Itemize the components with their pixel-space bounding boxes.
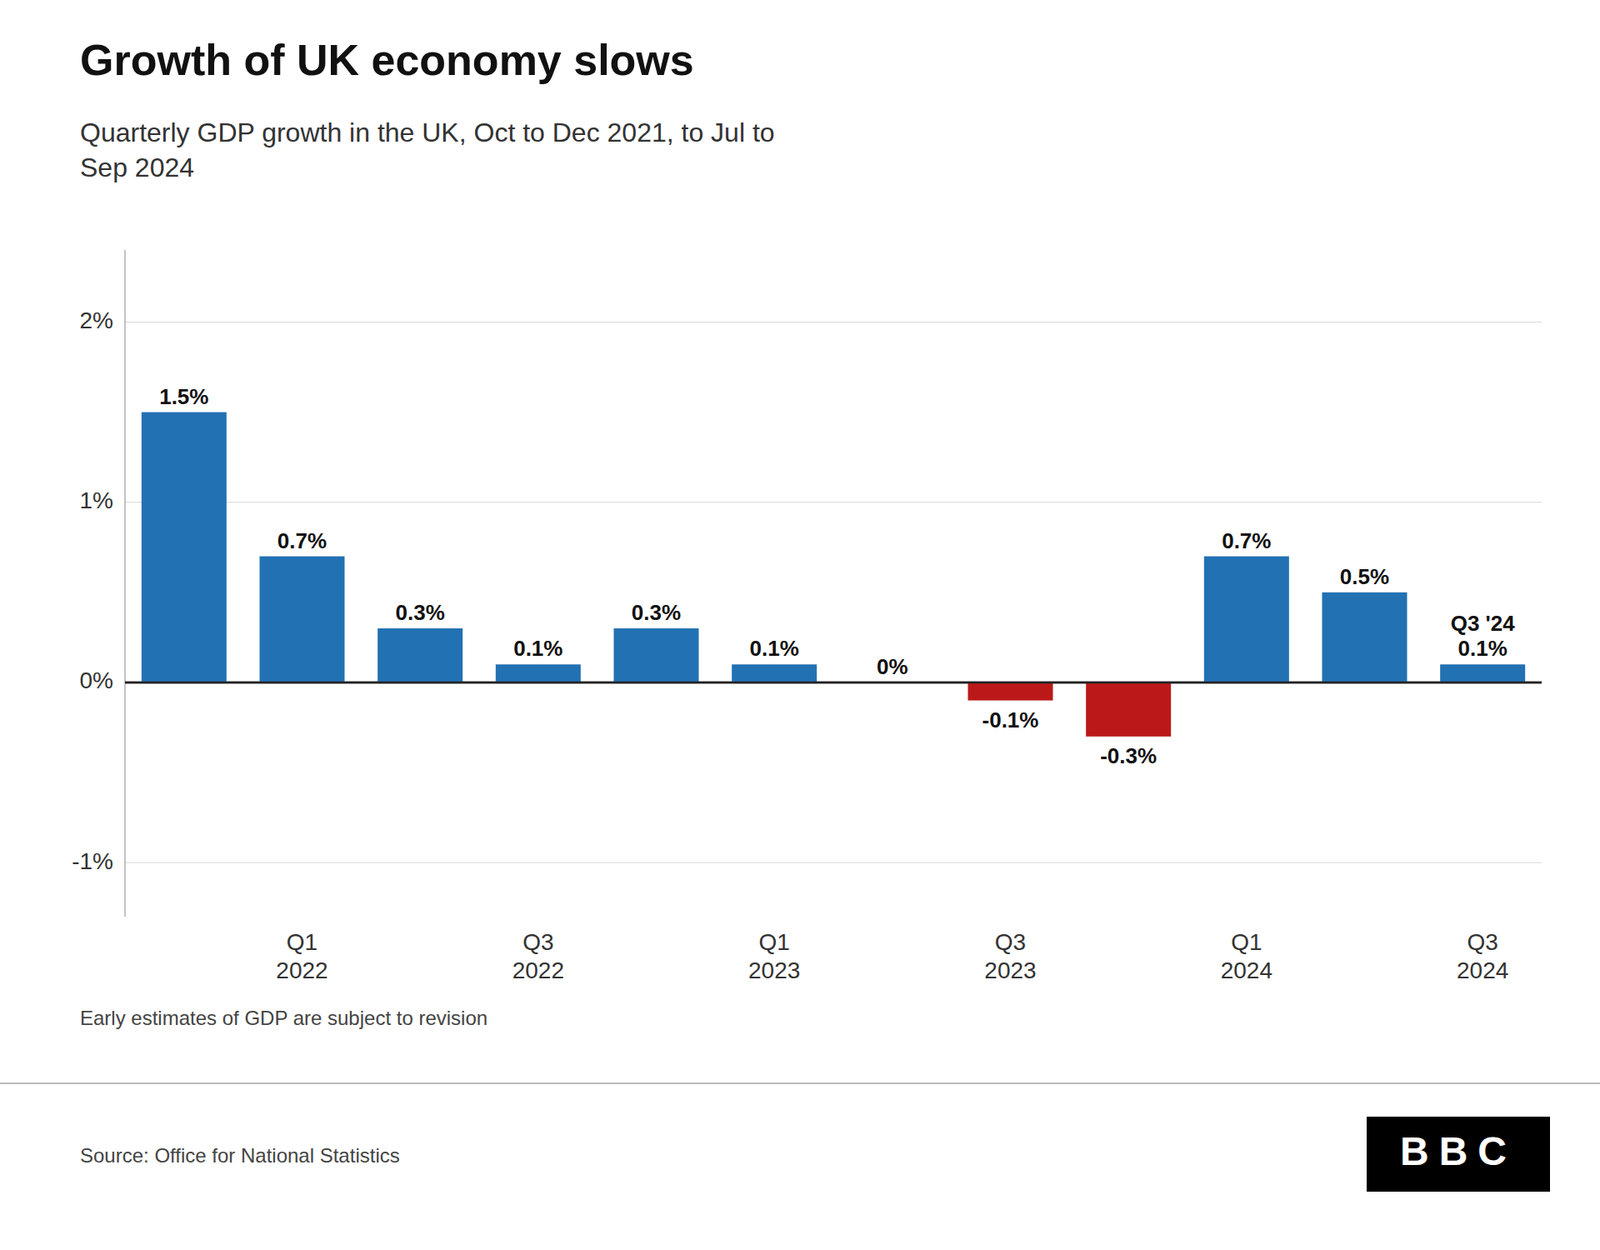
bar bbox=[1204, 556, 1290, 683]
bar bbox=[141, 412, 227, 683]
text-line: Quarterly GDP growth in the UK, Oct to D… bbox=[80, 117, 775, 148]
text-line: 2022 bbox=[512, 957, 565, 984]
text-line: Q3 bbox=[522, 929, 554, 955]
text-line: Source: Office for National Statistics bbox=[80, 1144, 400, 1167]
data-label: -0.3% bbox=[1100, 743, 1157, 769]
bar bbox=[1440, 664, 1525, 683]
x-tick-label: Q12022 bbox=[275, 929, 328, 984]
text-line: 0.1% bbox=[1458, 635, 1508, 661]
y-tick-label: 0% bbox=[80, 667, 114, 694]
subtitle: Quarterly GDP growth in the UK, Oct to D… bbox=[80, 117, 775, 183]
text-line: 0.1% bbox=[750, 635, 800, 661]
text-line: 1.5% bbox=[159, 384, 209, 410]
data-label: 0.3% bbox=[395, 600, 445, 625]
text-line: 0% bbox=[876, 654, 909, 680]
text-line: 0.7% bbox=[1221, 528, 1271, 554]
text-line: 2024 bbox=[1220, 957, 1273, 984]
x-tick-label: Q32023 bbox=[984, 929, 1036, 984]
data-label: 0.1% bbox=[513, 635, 563, 661]
bars bbox=[141, 412, 1525, 737]
text-line: 0.7% bbox=[277, 528, 327, 554]
bar bbox=[1085, 682, 1171, 737]
bar bbox=[614, 628, 700, 683]
data-label: 0.7% bbox=[277, 528, 327, 554]
bar bbox=[1322, 592, 1408, 683]
text-line: Early estimates of GDP are subject to re… bbox=[80, 1006, 488, 1030]
title: Growth of UK economy slows bbox=[80, 35, 695, 85]
grid-line bbox=[125, 321, 1542, 323]
data-label: 0% bbox=[876, 654, 909, 680]
y-axis-line bbox=[125, 250, 126, 917]
bar bbox=[260, 556, 345, 683]
data-label: 0.3% bbox=[631, 600, 681, 625]
text-line: 2022 bbox=[275, 957, 328, 984]
bar bbox=[731, 664, 817, 683]
x-tick-label: Q12023 bbox=[748, 929, 800, 984]
x-tick-label: Q12024 bbox=[1220, 929, 1273, 984]
background bbox=[0, 0, 1600, 1250]
y-tick-label: 2% bbox=[80, 307, 114, 334]
x-tick-label: Q32022 bbox=[512, 929, 565, 984]
source: Source: Office for National Statistics bbox=[80, 1144, 400, 1167]
text-line: Q3 bbox=[995, 929, 1026, 955]
text-line: Q1 bbox=[286, 929, 318, 955]
text-line: -0.1% bbox=[982, 707, 1040, 733]
text-line: Q3 bbox=[1466, 929, 1498, 955]
data-label: 0.1% bbox=[750, 635, 800, 661]
grid-line bbox=[125, 862, 1542, 864]
text-line: 2023 bbox=[984, 957, 1036, 984]
y-tick-label: -1% bbox=[71, 848, 114, 875]
text-line: 0.5% bbox=[1340, 564, 1390, 590]
logo: BBC bbox=[1400, 1129, 1517, 1174]
x-tick-label: Q32024 bbox=[1456, 929, 1509, 984]
bar bbox=[377, 628, 463, 683]
separator bbox=[0, 1082, 1600, 1085]
text-line: Q3 '24 bbox=[1450, 610, 1516, 636]
text-line: 0.3% bbox=[631, 600, 681, 625]
text-line: -0.3% bbox=[1100, 743, 1157, 769]
grid bbox=[125, 321, 1542, 863]
data-label: 1.5% bbox=[159, 384, 209, 410]
y-tick-label: 1% bbox=[80, 487, 114, 514]
data-label: 0.5% bbox=[1340, 564, 1390, 590]
text-line: Sep 2024 bbox=[80, 152, 195, 183]
bar bbox=[968, 682, 1054, 701]
data-label: 0.7% bbox=[1221, 528, 1271, 554]
text-line: Growth of UK economy slows bbox=[80, 35, 695, 85]
text-line: 0.3% bbox=[395, 600, 445, 625]
data-label: Q3 '240.1% bbox=[1450, 610, 1516, 661]
grid-line bbox=[125, 501, 1542, 503]
text-line: Q1 bbox=[758, 929, 790, 955]
bar bbox=[495, 664, 581, 683]
data-label: -0.1% bbox=[982, 707, 1040, 733]
text-line: 0.1% bbox=[513, 635, 563, 661]
zero-line bbox=[125, 681, 1542, 685]
footnote: Early estimates of GDP are subject to re… bbox=[80, 1006, 488, 1030]
logo-box bbox=[1366, 1116, 1550, 1192]
zero-line bbox=[125, 681, 1542, 685]
text-line: 2024 bbox=[1456, 957, 1509, 984]
text-line: 2023 bbox=[748, 957, 800, 984]
text-line: Q1 bbox=[1230, 929, 1262, 955]
chart: Growth of UK economy slows Quarterly GDP … bbox=[0, 0, 1600, 1250]
